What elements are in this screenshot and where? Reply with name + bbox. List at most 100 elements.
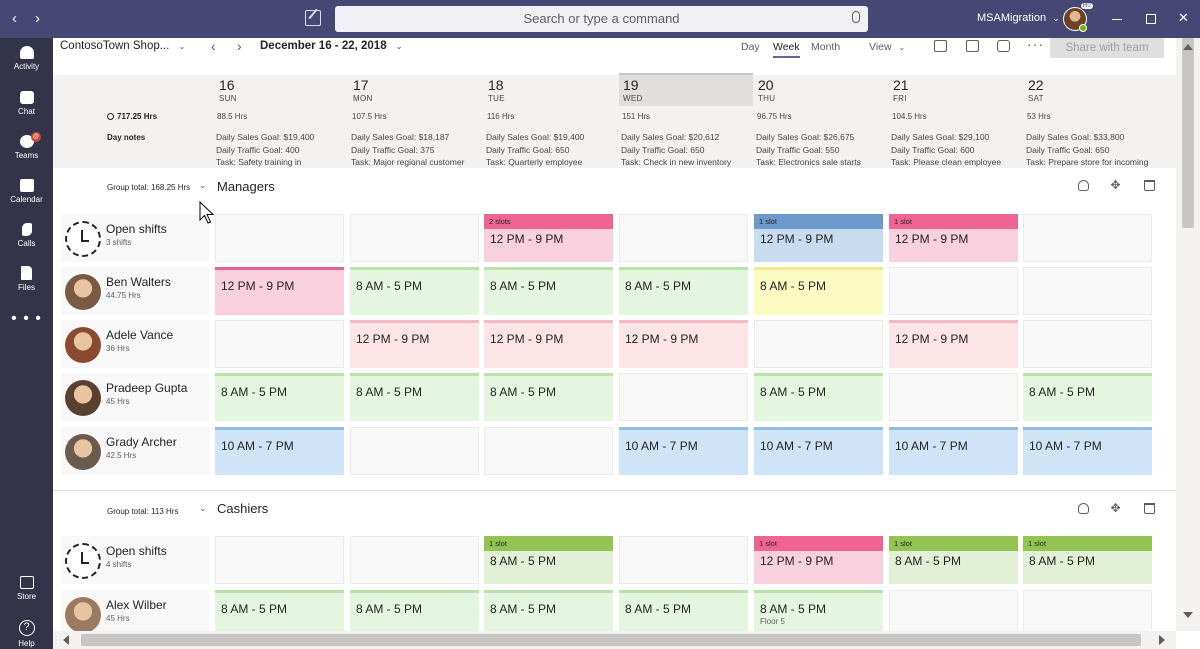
day-note[interactable]: Daily Sales Goal: $18,187 Daily Traffic … <box>351 131 479 169</box>
open-shift[interactable]: 1 slot 12 PM - 9 PM <box>889 214 1018 262</box>
open-shifts-row-header[interactable]: Open shifts 3 shifts <box>61 214 209 262</box>
member-row-header[interactable]: Adele Vance 36 Hrs <box>61 320 209 368</box>
scroll-thumb[interactable] <box>81 634 1141 646</box>
shift-card[interactable]: 12 PM - 9 PM <box>619 320 748 368</box>
group-name[interactable]: Managers <box>217 179 275 194</box>
tenant-switcher[interactable]: MSAMigration ⌄ <box>977 12 1060 24</box>
rail-item-chat[interactable]: Chat <box>0 91 53 116</box>
maximize-icon[interactable] <box>1146 14 1156 24</box>
shift-card[interactable]: 8 AM - 5 PM <box>754 373 883 421</box>
team-selector[interactable]: ContosoTown Shop... ⌄ <box>60 40 185 52</box>
shift-card[interactable]: 10 AM - 7 PM <box>754 427 883 475</box>
empty-shift-cell[interactable] <box>619 373 748 421</box>
more-options-icon[interactable]: ··· <box>1027 36 1044 52</box>
more-apps-icon[interactable]: • • • <box>11 310 42 327</box>
delete-icon[interactable] <box>1144 503 1155 514</box>
horizontal-scrollbar[interactable] <box>53 631 1176 649</box>
shift-card[interactable]: 8 AM - 5 PM Floor 5 <box>754 590 883 638</box>
tab-month[interactable]: Month <box>811 41 841 53</box>
shift-card[interactable]: 8 AM - 5 PM <box>484 373 613 421</box>
shift-card[interactable]: 8 AM - 5 PM <box>350 373 479 421</box>
day-header-mon[interactable]: 17 MON <box>353 77 373 103</box>
microphone-icon[interactable] <box>852 11 860 23</box>
add-person-icon[interactable] <box>1078 180 1089 191</box>
shift-card[interactable]: 10 AM - 7 PM <box>215 427 344 475</box>
shift-card[interactable]: 8 AM - 5 PM <box>215 373 344 421</box>
scroll-left-icon[interactable] <box>63 635 69 645</box>
shift-card[interactable]: 12 PM - 9 PM <box>215 267 344 315</box>
day-header-sat[interactable]: 22 SAT <box>1028 77 1044 103</box>
shift-card[interactable]: 8 AM - 5 PM <box>350 590 479 638</box>
member-row-header[interactable]: Pradeep Gupta 45 Hrs <box>61 373 209 421</box>
rail-item-help[interactable]: ? Help <box>0 620 53 648</box>
delete-icon[interactable] <box>1144 180 1155 191</box>
group-name[interactable]: Cashiers <box>217 501 269 516</box>
empty-shift-cell[interactable] <box>350 214 479 262</box>
share-with-team-button[interactable]: Share with team <box>1050 38 1164 58</box>
shift-card[interactable]: 12 PM - 9 PM <box>484 320 613 368</box>
day-note[interactable]: Daily Sales Goal: $26,675 Daily Traffic … <box>756 131 884 169</box>
forward-icon[interactable]: › <box>35 10 40 27</box>
user-avatar[interactable] <box>1063 7 1087 31</box>
scroll-down-icon[interactable] <box>1183 612 1193 618</box>
empty-shift-cell[interactable] <box>889 373 1018 421</box>
print-icon[interactable] <box>997 40 1010 52</box>
empty-shift-cell[interactable] <box>1023 320 1152 368</box>
rail-item-calendar[interactable]: Calendar <box>0 179 53 204</box>
rail-item-calls[interactable]: Calls <box>0 223 53 248</box>
scroll-thumb[interactable] <box>1182 38 1194 228</box>
next-week-icon[interactable]: › <box>237 38 242 54</box>
shift-card[interactable]: 8 AM - 5 PM <box>215 590 344 638</box>
back-icon[interactable]: ‹ <box>12 10 17 27</box>
day-note[interactable]: Daily Sales Goal: $20,612 Daily Traffic … <box>621 131 749 169</box>
empty-shift-cell[interactable] <box>350 427 479 475</box>
search-input[interactable]: Search or type a command <box>335 6 868 32</box>
copy-icon[interactable] <box>966 40 979 52</box>
rail-item-teams[interactable]: @ Teams <box>0 132 53 160</box>
day-note[interactable]: Daily Sales Goal: $19,400 Daily Traffic … <box>486 131 614 169</box>
collapse-group-icon[interactable]: ⌄ <box>199 180 207 190</box>
empty-shift-cell[interactable] <box>889 267 1018 315</box>
time-clock-icon[interactable] <box>934 40 947 52</box>
empty-shift-cell[interactable] <box>619 536 748 584</box>
rail-item-store[interactable]: Store <box>0 576 53 601</box>
close-icon[interactable]: ✕ <box>1178 10 1189 25</box>
shift-card[interactable]: 12 PM - 9 PM <box>889 320 1018 368</box>
member-row-header[interactable]: Grady Archer 42.5 Hrs <box>61 427 209 475</box>
member-row-header[interactable]: Alex Wilber 45 Hrs <box>61 590 209 638</box>
empty-shift-cell[interactable] <box>215 214 344 262</box>
move-icon[interactable]: ✥ <box>1110 501 1121 515</box>
open-shifts-row-header[interactable]: Open shifts 4 shifts <box>61 536 209 584</box>
member-row-header[interactable]: Ben Walters 44.75 Hrs <box>61 267 209 315</box>
empty-shift-cell[interactable] <box>350 536 479 584</box>
minimize-icon[interactable] <box>1112 19 1122 20</box>
shift-card[interactable]: 8 AM - 5 PM <box>1023 373 1152 421</box>
shift-card[interactable]: 10 AM - 7 PM <box>619 427 748 475</box>
empty-shift-cell[interactable] <box>1023 267 1152 315</box>
scroll-right-icon[interactable] <box>1159 635 1165 645</box>
day-header-sun[interactable]: 16 SUN <box>219 77 237 103</box>
scroll-up-icon[interactable] <box>1183 44 1193 50</box>
empty-shift-cell[interactable] <box>215 320 344 368</box>
vertical-scrollbar[interactable] <box>1176 38 1200 631</box>
view-menu[interactable]: View ⌄ <box>869 41 905 53</box>
move-icon[interactable]: ✥ <box>1110 178 1121 192</box>
shift-card[interactable]: 10 AM - 7 PM <box>889 427 1018 475</box>
open-shift[interactable]: 1 slot 12 PM - 9 PM <box>754 214 883 262</box>
compose-icon[interactable] <box>305 10 321 26</box>
shift-card[interactable]: 8 AM - 5 PM <box>484 590 613 638</box>
open-shift[interactable]: 1 slot 8 AM - 5 PM <box>889 536 1018 584</box>
empty-shift-cell[interactable] <box>484 427 613 475</box>
empty-shift-cell[interactable] <box>619 214 748 262</box>
shift-card[interactable]: 8 AM - 5 PM <box>619 590 748 638</box>
day-note[interactable]: Daily Sales Goal: $29,100 Daily Traffic … <box>891 131 1019 169</box>
day-header-thu[interactable]: 20 THU <box>758 77 775 103</box>
day-header-fri[interactable]: 21 FRI <box>893 77 909 103</box>
rail-item-activity[interactable]: Activity <box>0 46 53 71</box>
day-note[interactable]: Daily Sales Goal: $33,800 Daily Traffic … <box>1026 131 1154 169</box>
day-header-tue[interactable]: 18 TUE <box>488 77 505 103</box>
open-shift[interactable]: 1 slot 8 AM - 5 PM <box>1023 536 1152 584</box>
rail-item-files[interactable]: Files <box>0 266 53 292</box>
add-person-icon[interactable] <box>1078 503 1089 514</box>
empty-shift-cell[interactable] <box>215 536 344 584</box>
